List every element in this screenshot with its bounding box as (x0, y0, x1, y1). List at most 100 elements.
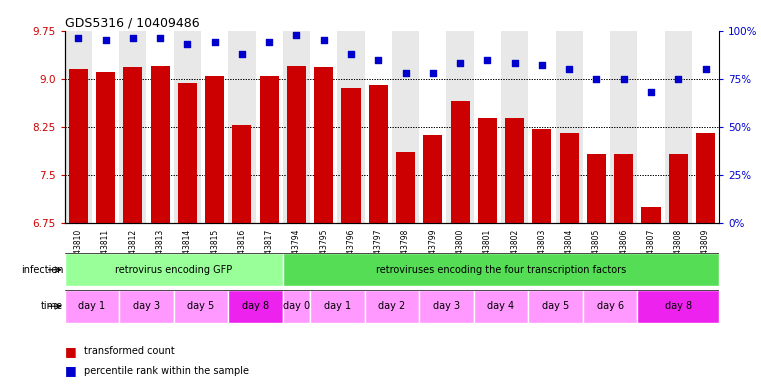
Bar (283, 253, 719, 286)
Bar (283, 290, 310, 323)
Text: day 5: day 5 (542, 301, 569, 311)
Bar (559, 133, 578, 223)
Point (481, 56, 493, 63)
Text: transformed count: transformed count (84, 346, 174, 356)
Bar (205, 76, 224, 223)
Bar (669, 154, 688, 223)
Bar (528, 31, 556, 223)
Point (672, 76, 684, 82)
Point (181, 41, 193, 47)
Bar (342, 88, 361, 223)
Bar (365, 31, 392, 223)
Bar (65, 31, 92, 223)
Bar (610, 31, 638, 223)
Point (100, 37, 112, 43)
Bar (423, 135, 442, 223)
Bar (478, 118, 497, 223)
Bar (68, 69, 88, 223)
Bar (419, 290, 473, 323)
Bar (664, 31, 692, 223)
Bar (396, 152, 415, 223)
Bar (283, 31, 310, 223)
Bar (369, 85, 388, 223)
Bar (151, 66, 170, 223)
Text: day 2: day 2 (378, 301, 406, 311)
Bar (419, 31, 447, 223)
Point (645, 89, 657, 95)
Bar (528, 290, 583, 323)
Bar (587, 154, 606, 223)
Bar (669, 154, 688, 223)
Bar (369, 85, 388, 223)
Point (345, 51, 357, 57)
Bar (119, 290, 174, 323)
Bar (232, 125, 251, 223)
Bar (696, 133, 715, 223)
Point (591, 76, 603, 82)
Bar (583, 290, 638, 323)
Bar (451, 101, 470, 223)
Bar (473, 31, 501, 223)
Bar (201, 31, 228, 223)
Bar (556, 31, 583, 223)
Text: day 3: day 3 (433, 301, 460, 311)
Bar (533, 129, 552, 223)
Point (618, 76, 630, 82)
Text: day 3: day 3 (133, 301, 160, 311)
Bar (505, 118, 524, 223)
Bar (587, 154, 606, 223)
Bar (314, 67, 333, 223)
Bar (342, 88, 361, 223)
Bar (68, 69, 88, 223)
Bar (696, 133, 715, 223)
Bar (533, 129, 552, 223)
Bar (260, 76, 279, 223)
Bar (638, 31, 664, 223)
Text: day 8: day 8 (664, 301, 692, 311)
Point (236, 51, 248, 57)
Point (563, 66, 575, 72)
Bar (174, 31, 201, 223)
Bar (228, 290, 283, 323)
Point (400, 70, 412, 76)
Bar (65, 290, 119, 323)
Bar (559, 133, 578, 223)
Point (154, 35, 166, 41)
Bar (119, 31, 146, 223)
Text: time: time (41, 301, 63, 311)
Bar (447, 31, 473, 223)
Bar (365, 290, 419, 323)
Bar (478, 118, 497, 223)
Bar (692, 31, 719, 223)
Point (263, 39, 275, 45)
Text: infection: infection (21, 265, 63, 275)
Bar (287, 66, 306, 223)
Text: day 1: day 1 (78, 301, 106, 311)
Point (127, 35, 139, 41)
Bar (92, 31, 119, 223)
Point (427, 70, 439, 76)
Bar (232, 125, 251, 223)
Point (536, 62, 548, 68)
Text: ■: ■ (65, 364, 76, 377)
Bar (287, 66, 306, 223)
Bar (501, 31, 528, 223)
Bar (423, 135, 442, 223)
Point (454, 60, 466, 66)
Bar (96, 72, 115, 223)
Bar (473, 290, 528, 323)
Point (699, 66, 712, 72)
Bar (314, 67, 333, 223)
Text: day 1: day 1 (324, 301, 351, 311)
Text: GDS5316 / 10409486: GDS5316 / 10409486 (65, 17, 199, 30)
Bar (505, 118, 524, 223)
Point (291, 31, 303, 38)
Point (72, 35, 84, 41)
Text: ■: ■ (65, 345, 76, 358)
Bar (396, 152, 415, 223)
Bar (123, 67, 142, 223)
Bar (178, 83, 197, 223)
Point (372, 56, 384, 63)
Bar (178, 83, 197, 223)
Bar (174, 290, 228, 323)
